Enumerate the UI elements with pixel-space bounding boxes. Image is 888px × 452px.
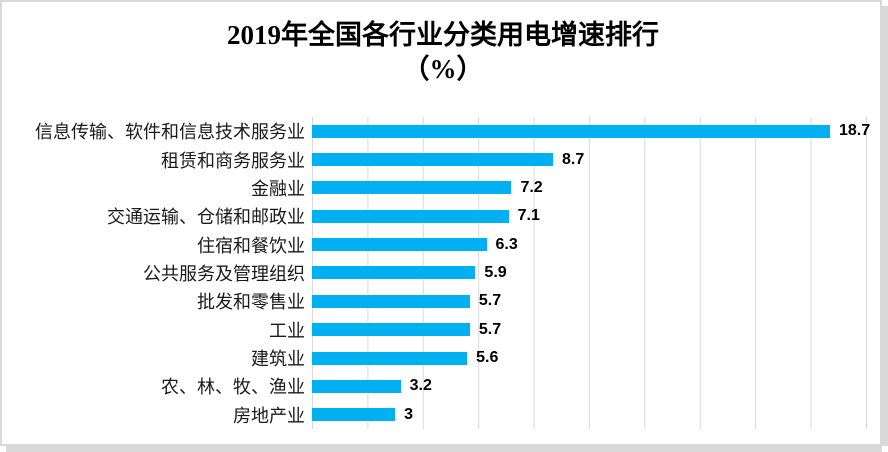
bar-row: 3 <box>312 401 866 429</box>
chart-title: 2019年全国各行业分类用电增速排行 <box>227 20 659 50</box>
category-label: 农、林、牧、渔业 <box>161 377 305 398</box>
value-label: 7.1 <box>517 207 540 225</box>
bar-row: 5.6 <box>312 344 866 372</box>
value-label: 7.2 <box>520 178 543 196</box>
value-label: 5.9 <box>484 263 507 281</box>
bar <box>312 408 396 422</box>
value-label: 18.7 <box>838 122 871 140</box>
bar <box>312 153 553 167</box>
value-label: 5.6 <box>476 349 499 367</box>
bar <box>312 124 830 138</box>
category-label: 信息传输、软件和信息技术服务业 <box>35 122 305 143</box>
bar <box>312 323 470 337</box>
category-axis: 信息传输、软件和信息技术服务业租赁和商务服务业金融业交通运输、仓储和邮政业住宿和… <box>2 117 305 429</box>
bar <box>312 351 468 365</box>
chart-subtitle: （%） <box>402 54 484 84</box>
value-label: 8.7 <box>561 150 585 168</box>
category-label: 交通运输、仓储和邮政业 <box>107 207 305 228</box>
bar-row: 3.2 <box>312 372 866 400</box>
bar <box>312 266 476 280</box>
bar-row: 5.7 <box>312 316 866 344</box>
bar-row: 8.7 <box>312 145 866 173</box>
frame-shadow-right <box>882 6 888 446</box>
category-label: 公共服务及管理组织 <box>143 263 305 284</box>
bar <box>312 209 509 223</box>
bar-row: 7.2 <box>312 174 866 202</box>
value-label: 5.7 <box>478 320 502 338</box>
bar <box>312 379 401 393</box>
category-label: 房地产业 <box>233 405 305 426</box>
plot-area: 18.7 8.7 7.2 7.1 6.3 5.9 5.7 5.7 5.6 3.2 3 <box>312 117 870 429</box>
bar-row: 18.7 <box>312 117 870 145</box>
bar-row: 5.7 <box>312 287 866 315</box>
chart-title-block: 2019年全国各行业分类用电增速排行 （%） <box>2 18 884 86</box>
value-label: 6.3 <box>495 235 518 253</box>
bar-row: 5.9 <box>312 259 866 287</box>
category-label: 租赁和商务服务业 <box>161 150 305 171</box>
value-label: 3 <box>404 405 413 423</box>
bar-row: 7.1 <box>312 202 866 230</box>
category-label: 住宿和餐饮业 <box>197 235 305 256</box>
bar <box>312 294 470 308</box>
category-label: 建筑业 <box>251 349 305 370</box>
value-label: 5.7 <box>478 292 502 310</box>
bar-row: 6.3 <box>312 230 866 258</box>
category-label: 金融业 <box>251 178 305 199</box>
bar <box>312 181 512 195</box>
category-label: 工业 <box>269 320 305 341</box>
frame-shadow-bottom <box>6 446 882 452</box>
category-label: 批发和零售业 <box>197 292 305 313</box>
value-label: 3.2 <box>409 377 432 395</box>
bar <box>312 238 487 252</box>
